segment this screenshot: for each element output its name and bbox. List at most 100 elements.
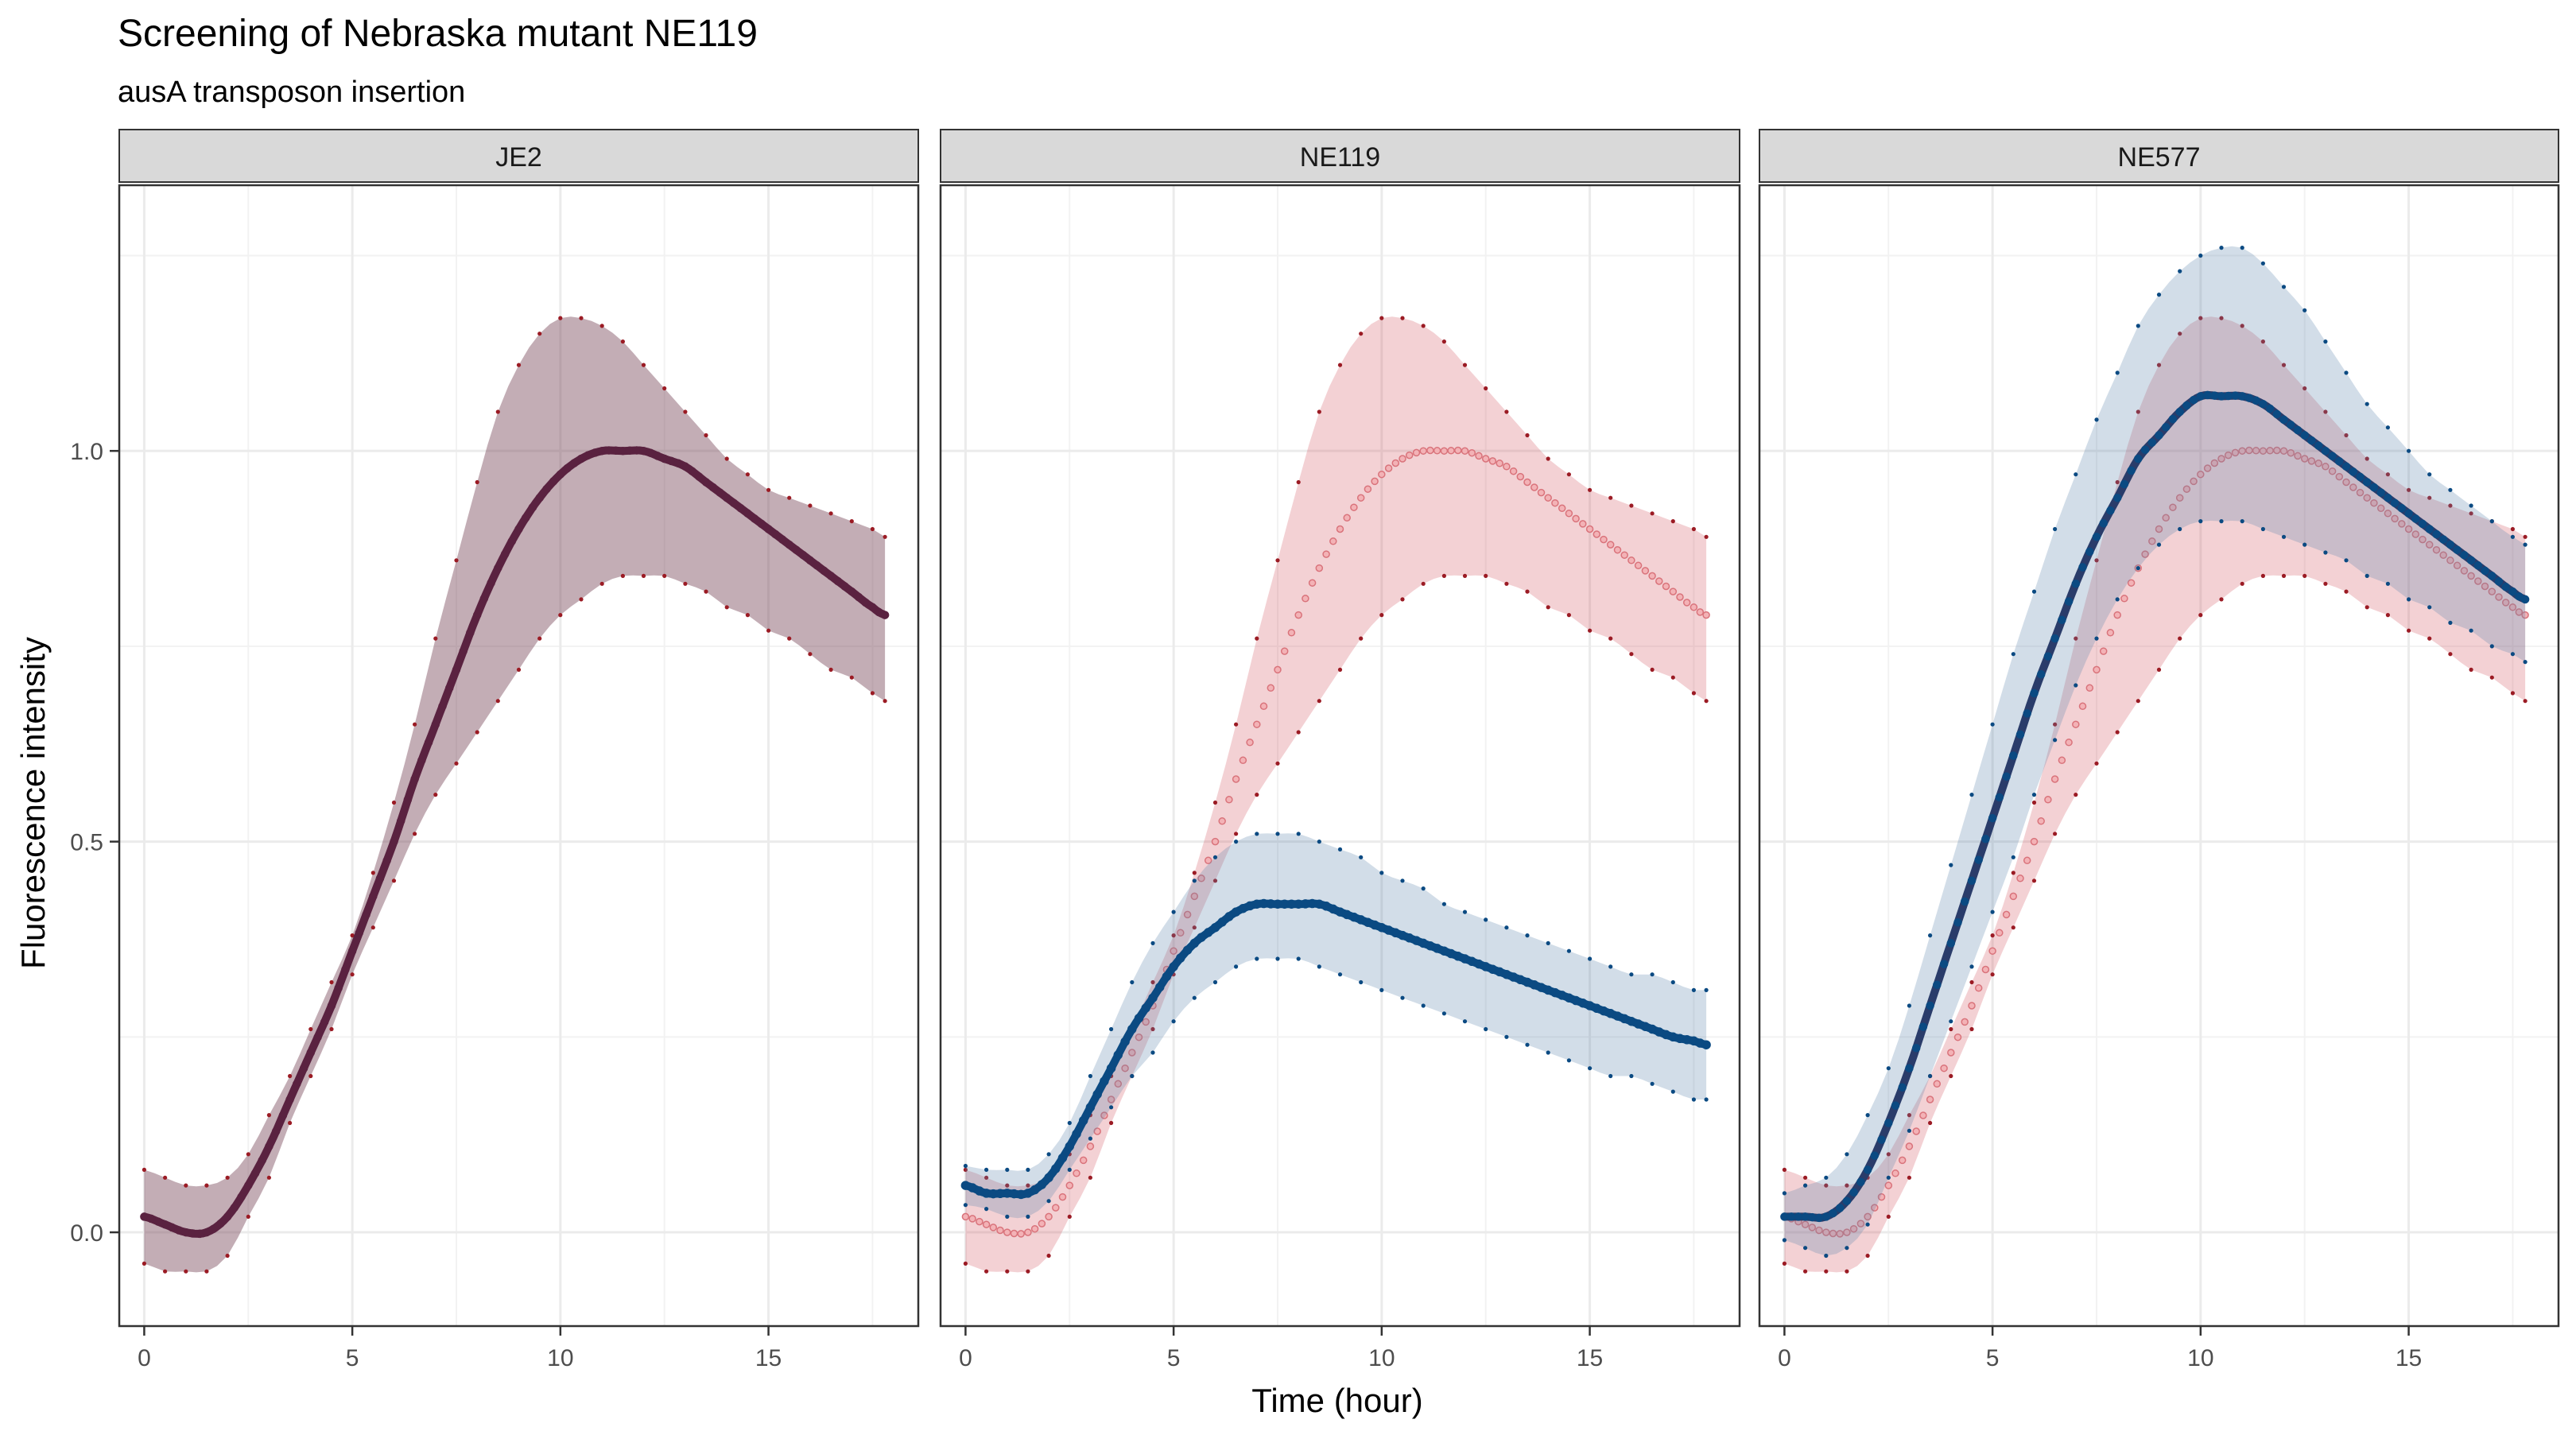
- lower-bound-dot-reference: [1504, 581, 1509, 586]
- lower-bound-dot-mutant: [1990, 909, 1995, 914]
- upper-bound-dot-reference: [579, 316, 584, 320]
- upper-bound-dot-mutant: [2344, 370, 2349, 375]
- mean-point-mutant: [1037, 1180, 1047, 1189]
- upper-bound-dot-reference: [1546, 456, 1550, 461]
- upper-bound-dot-reference: [391, 800, 397, 805]
- mean-point-reference: [2030, 837, 2039, 846]
- mean-point-reference: [2521, 611, 2529, 619]
- mean-point-reference: [2356, 488, 2365, 497]
- mean-point-mutant: [2002, 772, 2011, 781]
- mean-point-reference: [424, 738, 433, 747]
- mean-point-reference: [1496, 460, 1503, 467]
- mean-point-mutant: [2307, 436, 2316, 445]
- mean-point-reference: [1419, 447, 1427, 455]
- lower-bound-dot-mutant: [2011, 855, 2015, 859]
- lower-bound-dot-reference: [2407, 628, 2411, 633]
- upper-bound-dot-mutant: [2323, 339, 2328, 344]
- upper-bound-dot-mutant: [1130, 979, 1135, 985]
- mean-point-reference: [479, 594, 489, 603]
- mean-point-reference: [708, 483, 718, 492]
- upper-bound-dot-reference: [1886, 1152, 1891, 1157]
- mean-point-reference: [1170, 947, 1177, 955]
- lower-bound-dot-reference: [1588, 628, 1593, 633]
- upper-bound-dot-mutant: [1441, 902, 1446, 906]
- lower-bound-dot-mutant: [1824, 1253, 1829, 1259]
- mean-point-reference: [1947, 1049, 1955, 1057]
- mean-point-mutant: [1787, 1212, 1796, 1221]
- upper-bound-dot-mutant: [1845, 1152, 1849, 1157]
- lower-bound-dot-reference: [2178, 636, 2182, 641]
- mean-point-mutant: [2349, 467, 2358, 476]
- mean-point-mutant: [1078, 1115, 1088, 1126]
- lower-bound-dot-reference: [1192, 925, 1197, 930]
- upper-bound-dot-reference: [1212, 800, 1218, 805]
- upper-bound-dot-mutant: [1969, 793, 1974, 797]
- lower-bound-dot-reference: [724, 605, 729, 610]
- mean-point-reference: [2411, 530, 2420, 538]
- mean-point-mutant: [1701, 1040, 1711, 1049]
- lower-bound-dot-reference: [1234, 832, 1239, 836]
- lower-bound-dot-mutant: [1782, 1238, 1787, 1243]
- lower-bound-dot-reference: [391, 878, 397, 883]
- mean-point-reference: [362, 910, 370, 919]
- mean-point-reference: [2294, 452, 2302, 460]
- lower-bound-dot-reference: [1969, 1026, 1974, 1032]
- mean-point-reference: [209, 1224, 218, 1233]
- upper-bound-dot-mutant: [2448, 487, 2453, 492]
- lower-bound-dot-reference: [1484, 573, 1488, 579]
- panel-strip-label: NE119: [1300, 142, 1380, 173]
- mean-point-reference: [161, 1220, 169, 1229]
- mean-point-mutant: [1926, 1001, 1934, 1010]
- upper-bound-dot-mutant: [1803, 1183, 1808, 1188]
- upper-bound-dot-mutant: [1546, 941, 1550, 945]
- mean-point-reference: [2488, 588, 2496, 595]
- upper-bound-dot-reference: [745, 472, 751, 477]
- mean-point-reference: [2314, 460, 2322, 467]
- upper-bound-dot-reference: [1803, 1175, 1808, 1180]
- mean-point-reference: [2349, 483, 2357, 491]
- mean-point-reference: [223, 1212, 232, 1221]
- mean-point-mutant: [2015, 730, 2025, 739]
- mean-point-mutant: [2314, 441, 2323, 450]
- lower-bound-dot-reference: [1704, 699, 1709, 704]
- mean-point-reference: [1356, 494, 1365, 502]
- lower-bound-dot-mutant: [2510, 652, 2515, 657]
- mean-point-mutant: [2432, 529, 2441, 539]
- mean-point-reference: [2162, 514, 2170, 522]
- lower-bound-dot-reference: [1629, 652, 1634, 657]
- mean-point-reference: [1197, 875, 1205, 882]
- mean-point-reference: [1968, 1002, 1976, 1010]
- mean-point-mutant: [1044, 1173, 1053, 1183]
- lower-bound-dot-mutant: [2523, 660, 2528, 665]
- upper-bound-dot-reference: [2365, 456, 2369, 461]
- mean-point-reference: [976, 1217, 983, 1226]
- mean-point-mutant: [2453, 545, 2462, 554]
- mean-point-reference: [293, 1080, 301, 1088]
- upper-bound-dot-mutant: [1005, 1167, 1010, 1172]
- lower-bound-dot-reference: [1275, 761, 1280, 766]
- lower-bound-dot-mutant: [2094, 636, 2099, 641]
- lower-bound-dot-reference: [1212, 878, 1218, 883]
- upper-bound-dot-reference: [2302, 386, 2307, 391]
- upper-bound-dot-reference: [620, 339, 626, 344]
- mean-point-mutant: [1849, 1188, 1858, 1197]
- mean-point-reference: [1218, 817, 1226, 825]
- lower-bound-dot-mutant: [2115, 597, 2120, 602]
- mean-point-reference: [299, 1064, 308, 1072]
- panel-je2: JE2 0 5 10 15 0.0 0.5 1.0: [70, 129, 920, 1371]
- upper-bound-dot-reference: [454, 558, 459, 563]
- mean-point-reference: [1926, 1096, 1934, 1103]
- mean-point-reference: [1606, 541, 1615, 549]
- upper-bound-dot-reference: [2510, 526, 2515, 532]
- mean-point-reference: [750, 514, 759, 523]
- upper-bound-dot-reference: [1608, 495, 1613, 500]
- lower-bound-dot-mutant: [1359, 979, 1364, 985]
- lower-bound-dot-reference: [1691, 691, 1696, 696]
- upper-bound-dot-reference: [142, 1167, 146, 1172]
- mean-point-reference: [619, 446, 627, 456]
- lower-bound-dot-reference: [1782, 1261, 1787, 1266]
- x-tick-label: 10: [2187, 1345, 2213, 1371]
- mean-point-reference: [961, 1212, 970, 1221]
- mean-point-mutant: [2279, 415, 2288, 425]
- lower-bound-dot-reference: [2385, 613, 2390, 618]
